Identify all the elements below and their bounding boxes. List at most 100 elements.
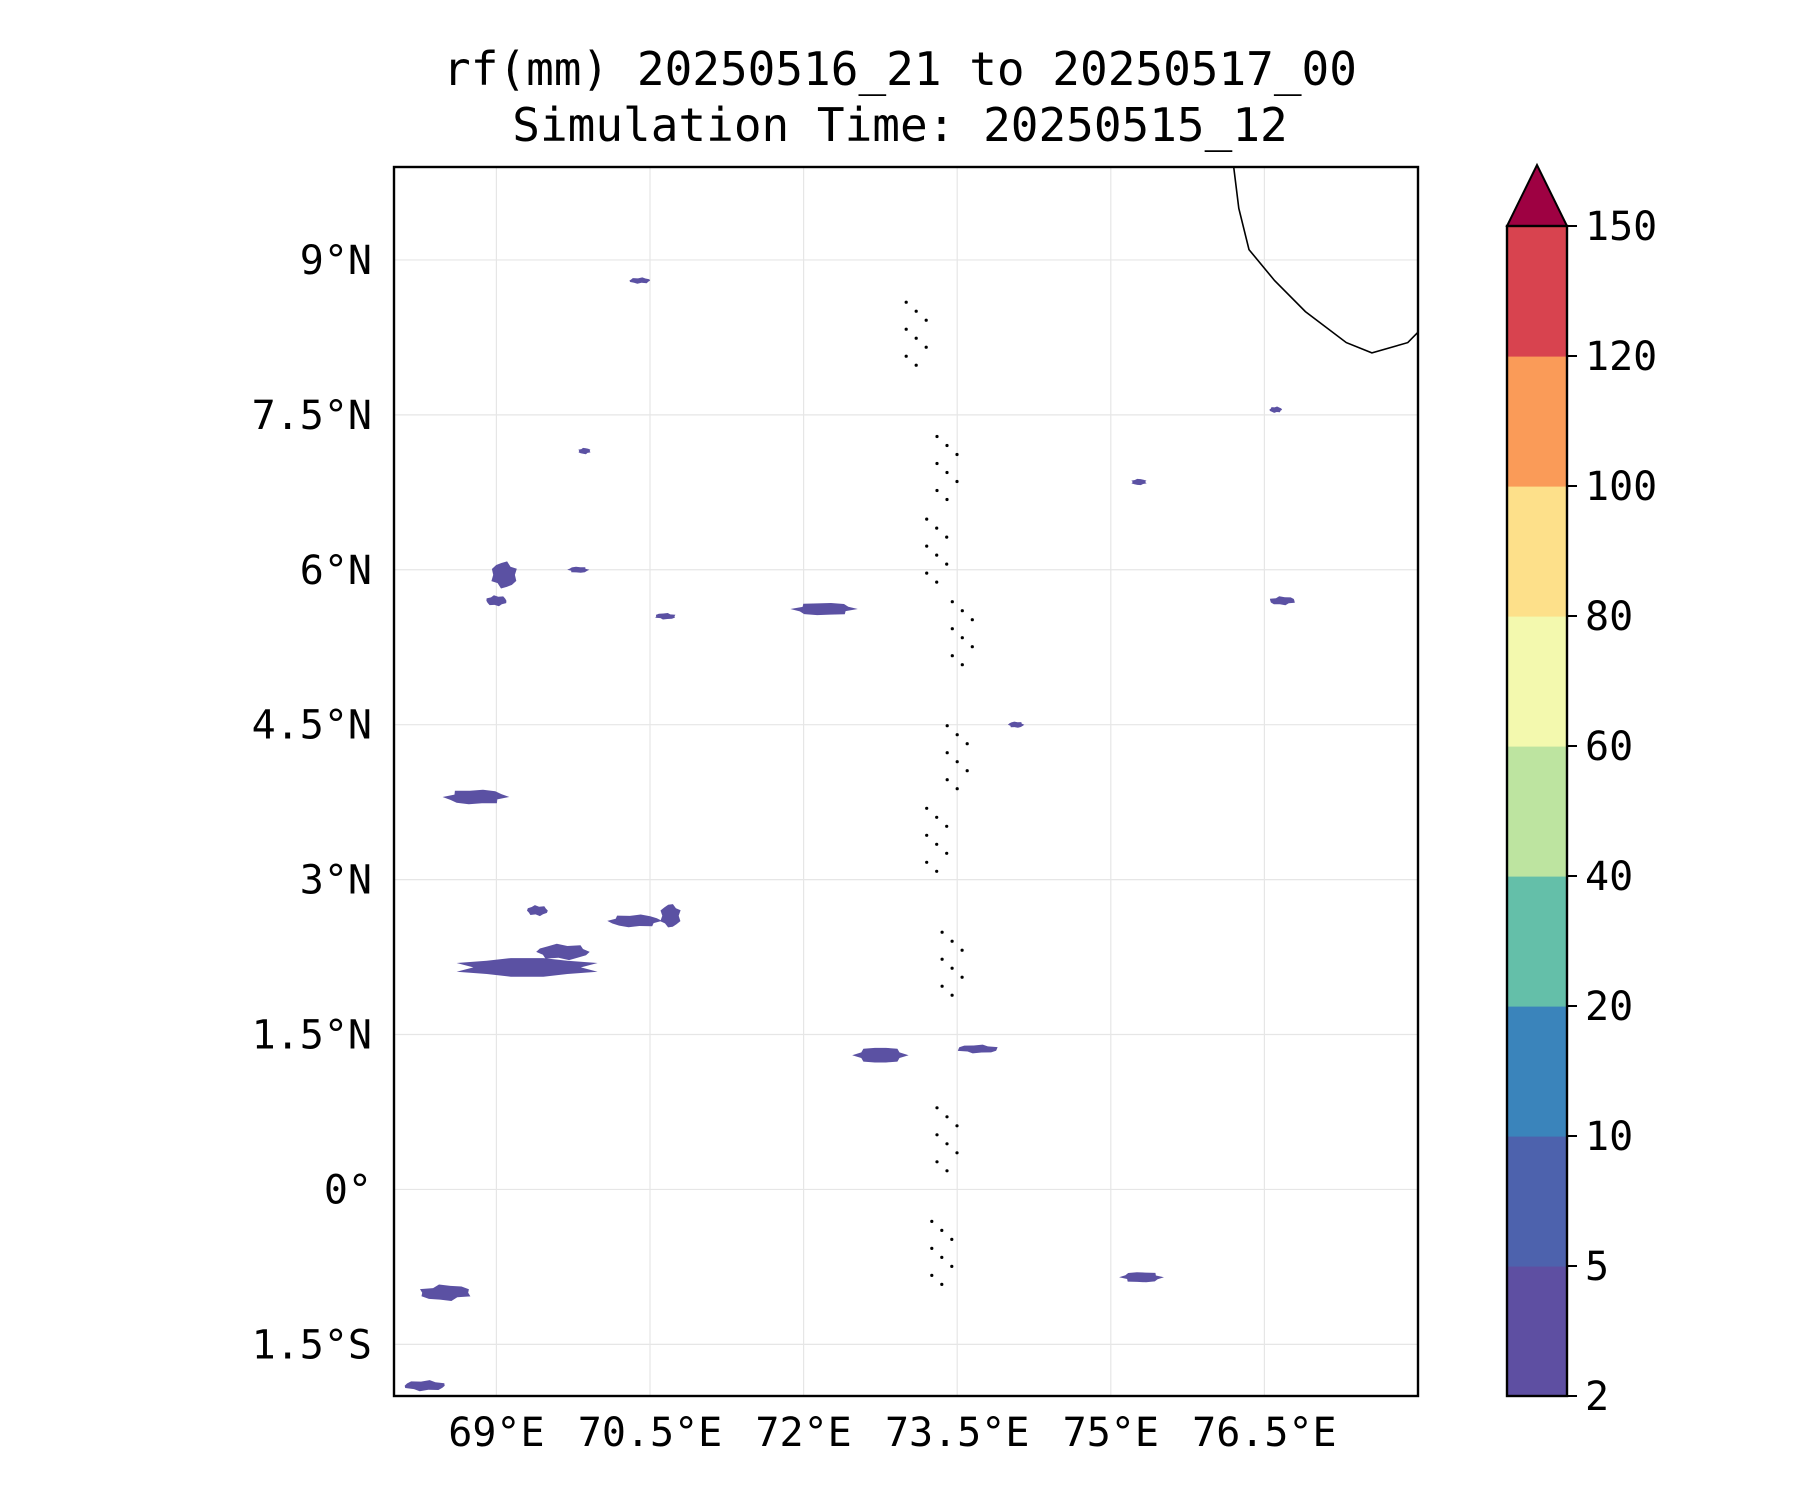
colorbar-label-5: 60 (1585, 724, 1633, 770)
atoll-dot (935, 1106, 939, 1110)
rain-cell-18 (629, 277, 651, 284)
atoll-dot (940, 957, 944, 961)
atoll-dot (945, 443, 949, 448)
colorbar-label-8: 120 (1585, 334, 1657, 380)
atoll-dot (950, 939, 954, 943)
atoll-dot (950, 966, 954, 970)
colorbar-label-9: 150 (1585, 204, 1657, 250)
atoll-dot (925, 571, 929, 575)
map-background (394, 167, 1418, 1396)
atoll-dot (960, 975, 964, 979)
x-tick-label-1: 70.5°E (578, 1410, 723, 1456)
atoll-dot (935, 815, 939, 819)
atoll-dot (935, 1160, 939, 1164)
atoll-dot (955, 452, 959, 457)
rain-cell-4 (527, 905, 548, 917)
rain-cell-8 (790, 603, 858, 616)
x-axis-ticks: 69°E 70.5°E 72°E 73.5°E 75°E 76.5°E (448, 1410, 1336, 1456)
y-tick-label-6: 0° (324, 1167, 372, 1213)
atoll-dot (940, 1255, 944, 1259)
atoll-dot (924, 318, 928, 322)
atoll-dot (950, 627, 954, 631)
map-frame (392, 165, 1420, 1398)
atoll-dot (925, 544, 929, 548)
rain-cell-14 (1119, 1272, 1164, 1283)
rain-cell-6 (491, 561, 517, 589)
atoll-dot (970, 618, 974, 622)
atoll-dot (935, 1133, 939, 1137)
atoll-dot (945, 851, 949, 855)
rainfall-contours (404, 277, 1295, 1392)
x-tick-label-4: 75°E (1063, 1410, 1159, 1456)
atoll-dot (955, 1124, 959, 1128)
colorbar-label-7: 100 (1585, 464, 1657, 510)
atoll-dot (904, 354, 908, 358)
atoll-dot (924, 345, 928, 349)
atoll-dot (945, 470, 949, 475)
atoll-5 (925, 806, 949, 873)
atoll-dot (945, 824, 949, 828)
atoll-3 (950, 600, 974, 667)
rain-cell-7 (486, 595, 507, 607)
atoll-dot (945, 751, 949, 755)
colorbar-band-4 (1507, 746, 1567, 877)
atoll-dot (904, 327, 908, 331)
atoll-dot (935, 553, 939, 557)
atoll-dot (950, 654, 954, 658)
rain-cell-10 (1269, 596, 1295, 606)
y-tick-label-7: 1.5°S (252, 1322, 372, 1368)
rain-cell-1 (536, 943, 590, 961)
atoll-dot (960, 636, 964, 640)
gridlines (394, 167, 1418, 1396)
x-tick-label-0: 69°E (448, 1410, 544, 1456)
atoll-dot (965, 769, 969, 773)
atoll-dot (940, 1282, 944, 1286)
rain-cell-12 (957, 1044, 998, 1054)
x-tick-label-3: 73.5°E (885, 1410, 1030, 1456)
atoll-dot (960, 609, 964, 613)
atoll-dot (914, 363, 918, 367)
atoll-dot (914, 309, 918, 313)
rain-cell-21 (1269, 406, 1283, 413)
y-tick-label-1: 7.5°N (252, 393, 372, 439)
y-axis-ticks: 9°N 7.5°N 6°N 4.5°N 3°N 1.5°N 0° 1.5°S (252, 238, 372, 1368)
chart-title-line-2: Simulation Time: 20250515_12 (512, 98, 1288, 152)
atoll-dot (945, 1169, 949, 1173)
y-tick-label-3: 4.5°N (252, 703, 372, 749)
colorbar-label-2: 10 (1585, 1114, 1633, 1160)
x-tick-label-2: 72°E (755, 1410, 851, 1456)
atoll-dot (950, 1264, 954, 1268)
atoll-dot (955, 479, 959, 484)
atoll-dot (965, 742, 969, 746)
atoll-dot (970, 645, 974, 649)
atoll-dot (955, 787, 959, 791)
atoll-dot (945, 1115, 949, 1119)
atoll-dot (955, 1151, 959, 1155)
atoll-dot (960, 948, 964, 952)
atoll-dot (955, 733, 959, 737)
atoll-dot (950, 993, 954, 997)
y-tick-label-2: 6°N (300, 548, 372, 594)
rain-cell-16 (578, 447, 591, 455)
y-tick-label-0: 9°N (300, 238, 372, 284)
atoll-2 (925, 517, 949, 584)
india-coastline (1232, 166, 1419, 354)
atoll-dot (940, 984, 944, 988)
colorbar-label-4: 40 (1585, 854, 1633, 900)
rain-cell-11 (852, 1047, 909, 1063)
atoll-dot (930, 1273, 934, 1277)
colorbar-label-1: 5 (1585, 1244, 1609, 1290)
atoll-dot (945, 497, 949, 502)
atoll-dot (925, 806, 929, 810)
colorbar-band-7 (1507, 356, 1567, 487)
rain-cell-5 (442, 789, 510, 805)
colorbar-band-2 (1507, 1006, 1567, 1137)
y-tick-label-5: 1.5°N (252, 1013, 372, 1059)
colorbar-extend-arrow (1505, 162, 1569, 227)
chart-title-line-1: rf(mm) 20250516_21 to 20250517_00 (443, 42, 1357, 96)
atoll-6 (940, 930, 964, 997)
atoll-dot (935, 434, 939, 439)
atoll-dot (945, 724, 949, 728)
atoll-dot (940, 930, 944, 934)
atoll-dot (925, 517, 929, 521)
